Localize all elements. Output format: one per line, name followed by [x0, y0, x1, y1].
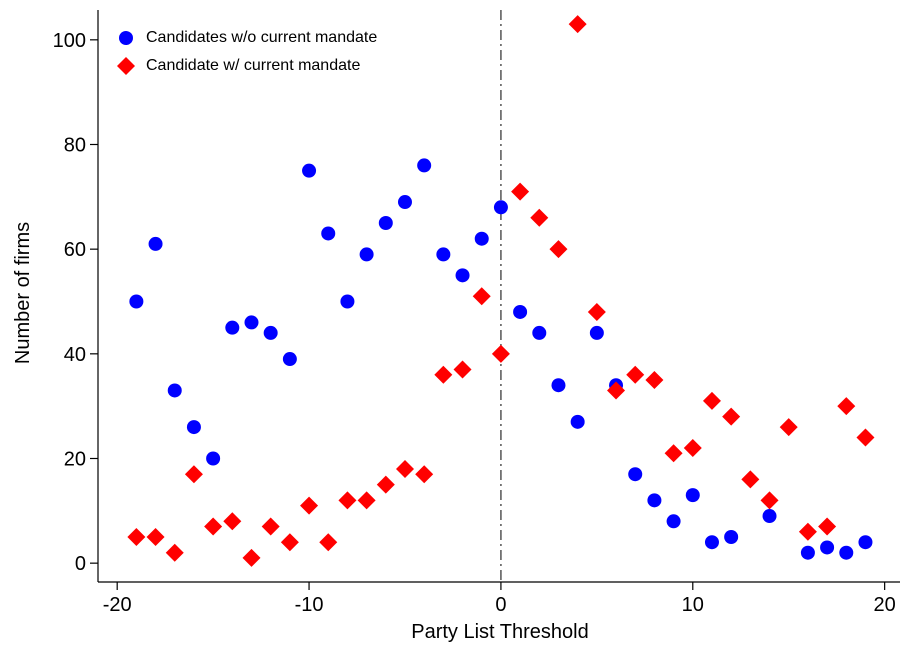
- point: [587, 302, 606, 321]
- point: [741, 470, 760, 489]
- point: [302, 163, 317, 178]
- point: [839, 545, 854, 560]
- x-tick-label: 10: [682, 594, 704, 616]
- point: [186, 420, 201, 435]
- point: [685, 488, 700, 503]
- point: [549, 240, 568, 259]
- point: [607, 381, 626, 400]
- point: [628, 467, 643, 482]
- point: [415, 465, 434, 484]
- point: [762, 509, 777, 524]
- y-tick-label: 60: [64, 239, 86, 261]
- point: [376, 475, 395, 494]
- point: [760, 491, 779, 510]
- point: [493, 200, 508, 215]
- point: [568, 15, 587, 34]
- point: [856, 428, 875, 447]
- point: [300, 496, 319, 515]
- point: [513, 304, 528, 319]
- point: [800, 545, 815, 560]
- point: [148, 236, 163, 251]
- point: [626, 365, 645, 384]
- point: [184, 465, 203, 484]
- point: [280, 533, 299, 552]
- x-tick-label: 20: [874, 594, 896, 616]
- x-tick-label: -20: [103, 594, 132, 616]
- point: [165, 543, 184, 562]
- point: [397, 195, 412, 210]
- point: [511, 182, 530, 201]
- point: [282, 352, 297, 367]
- point: [645, 370, 664, 389]
- point: [338, 491, 357, 510]
- point: [722, 407, 741, 426]
- point: [455, 268, 470, 283]
- point: [551, 378, 566, 393]
- y-tick-label: 20: [64, 448, 86, 470]
- point: [204, 517, 223, 536]
- point: [223, 512, 242, 531]
- point: [359, 247, 374, 262]
- point: [129, 294, 144, 309]
- y-tick-label: 100: [53, 30, 86, 52]
- point: [702, 391, 721, 410]
- point: [244, 315, 259, 330]
- point: [263, 325, 278, 340]
- point: [589, 325, 604, 340]
- point: [357, 491, 376, 510]
- point: [779, 418, 798, 437]
- point: [683, 439, 702, 458]
- point: [818, 517, 837, 536]
- legend-label: Candidates w/o current mandate: [146, 29, 377, 46]
- point: [472, 287, 491, 306]
- point: [417, 158, 432, 173]
- legend-marker: [119, 31, 133, 45]
- point: [225, 320, 240, 335]
- point: [206, 451, 221, 466]
- point: [837, 397, 856, 416]
- point: [340, 294, 355, 309]
- point: [378, 215, 393, 230]
- point: [146, 527, 165, 546]
- legend-label: Candidate w/ current mandate: [146, 57, 360, 74]
- point: [798, 522, 817, 541]
- x-axis-title: Party List Threshold: [411, 621, 589, 643]
- y-axis-title: Number of firms: [12, 222, 34, 364]
- point: [664, 444, 683, 463]
- point: [474, 231, 489, 246]
- point: [127, 527, 146, 546]
- point: [395, 459, 414, 478]
- point: [242, 548, 261, 567]
- point: [436, 247, 451, 262]
- point: [858, 535, 873, 550]
- y-tick-label: 80: [64, 134, 86, 156]
- point: [666, 514, 681, 529]
- x-tick-label: -10: [295, 594, 324, 616]
- point: [491, 344, 510, 363]
- point: [434, 365, 453, 384]
- point: [167, 383, 182, 398]
- point: [570, 414, 585, 429]
- y-tick-label: 40: [64, 344, 86, 366]
- point: [453, 360, 472, 379]
- x-tick-label: 0: [495, 594, 506, 616]
- point: [820, 540, 835, 555]
- point: [319, 533, 338, 552]
- point: [261, 517, 280, 536]
- point: [704, 535, 719, 550]
- point: [724, 529, 739, 544]
- point: [647, 493, 662, 508]
- point: [321, 226, 336, 241]
- legend-marker: [117, 57, 135, 75]
- point: [532, 325, 547, 340]
- point: [530, 208, 549, 227]
- y-tick-label: 0: [75, 553, 86, 575]
